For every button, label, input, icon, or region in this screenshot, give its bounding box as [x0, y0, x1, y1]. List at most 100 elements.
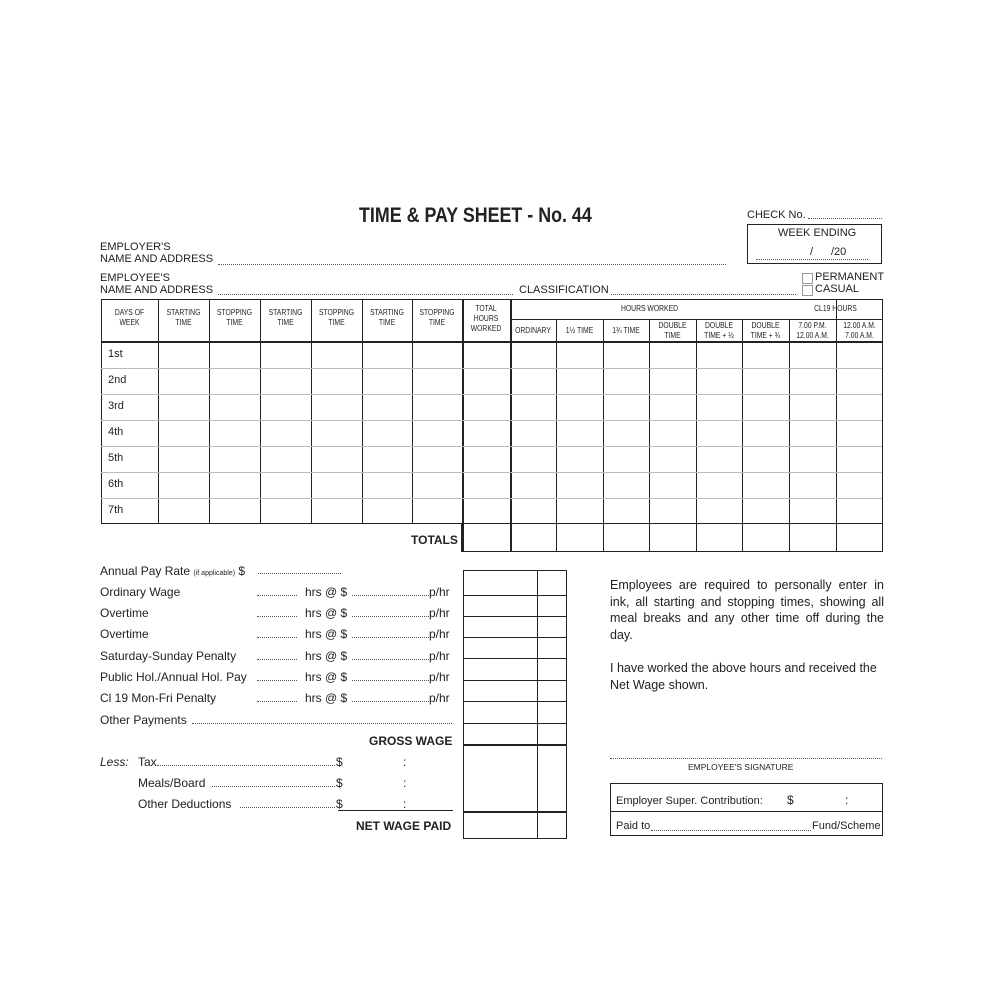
rate-field[interactable]: [352, 701, 429, 702]
hours-column-header: DOUBLE TIME: [658, 321, 687, 340]
check-no-field[interactable]: [808, 218, 882, 219]
date-slash: /: [810, 246, 814, 258]
rate-field[interactable]: [352, 658, 429, 660]
classification-field[interactable]: [611, 294, 796, 295]
day-label: 4th: [108, 426, 124, 438]
pay-line-label: Cl 19 Mon-Fri Penalty: [100, 691, 217, 705]
hrs-at-label: hrs @ $: [305, 627, 348, 642]
week-ending-label: WEEK ENDING: [778, 227, 857, 239]
paid-to-field[interactable]: [651, 830, 811, 831]
per-hour-label: p/hr: [429, 669, 450, 684]
employer-label: EMPLOYER'S NAME AND ADDRESS: [100, 241, 214, 265]
other-payments-field[interactable]: [192, 723, 452, 724]
casual-label: CASUAL: [815, 283, 860, 295]
pay-line-label: Ordinary Wage: [100, 585, 181, 599]
day-label: 6th: [108, 478, 124, 490]
hours-field[interactable]: [257, 616, 297, 618]
hours-column-header: ORDINARY: [515, 326, 551, 335]
hours-field[interactable]: [257, 658, 297, 660]
less-label: Less:: [100, 755, 129, 769]
signature-label: EMPLOYEE'S SIGNATURE: [688, 762, 794, 772]
deduction-field[interactable]: [157, 765, 335, 766]
pay-line-label: Overtime: [100, 606, 149, 621]
cl19-column-header: 7.00 P.M. 12.00 A.M.: [796, 321, 829, 340]
annual-pay-field[interactable]: [258, 573, 341, 574]
per-hour-label: p/hr: [429, 648, 450, 663]
hrs-at-label: hrs @ $: [305, 606, 348, 621]
header-bottom-line: [101, 341, 882, 343]
page-title: TIME & PAY SHEET - No. 44: [359, 204, 592, 227]
employer-field[interactable]: [218, 264, 726, 265]
hrs-at-label: hrs @ $: [305, 669, 348, 684]
column-header: STARTING TIME: [268, 308, 303, 327]
table-column-line: [649, 319, 650, 551]
amount-row-line: [463, 680, 566, 681]
table-column-line: [603, 319, 604, 551]
hours-field[interactable]: [257, 679, 297, 681]
rate-field[interactable]: [352, 637, 429, 639]
row-line: [101, 472, 882, 473]
hours-field[interactable]: [257, 701, 297, 702]
hours-field[interactable]: [257, 595, 297, 596]
amount-total-line: [463, 811, 566, 813]
super-label: Employer Super. Contribution:: [616, 795, 763, 807]
amount-row-line: [463, 616, 566, 617]
row-line: [101, 498, 882, 499]
table-column-line: [556, 319, 557, 551]
super-box: Employer Super. Contribution: $ : Paid t…: [610, 783, 883, 836]
super-colon: :: [845, 793, 849, 807]
row-line: [101, 420, 882, 421]
rate-field[interactable]: [352, 616, 429, 618]
deduction-field[interactable]: [212, 786, 335, 787]
deduction-label: Other Deductions: [138, 797, 232, 811]
casual-checkbox[interactable]: [802, 285, 813, 296]
hours-field[interactable]: [257, 637, 297, 639]
totals-row-box: [461, 523, 883, 552]
hours-column-header: DOUBLE TIME + ½: [704, 321, 734, 340]
week-ending-field[interactable]: [756, 259, 868, 260]
signature-field[interactable]: [610, 758, 882, 759]
pay-line-label: Overtime: [100, 627, 149, 642]
table-column-line: [836, 299, 837, 551]
column-header: DAYS OF WEEK: [114, 308, 145, 327]
per-hour-label: p/hr: [429, 585, 450, 599]
per-hour-label: p/hr: [429, 606, 450, 621]
table-column-line: [362, 299, 363, 523]
rate-field[interactable]: [352, 595, 429, 596]
classification-label: CLASSIFICATION: [519, 284, 609, 296]
cl19-header: CL19 HOURS: [814, 304, 857, 313]
deduction-field[interactable]: [240, 807, 335, 808]
subheader-line: [510, 319, 882, 320]
column-header: STARTING TIME: [370, 308, 404, 327]
table-column-line: [311, 299, 312, 523]
other-payments-label: Other Payments: [100, 713, 187, 727]
amount-total-line: [463, 744, 566, 746]
permanent-label: PERMANENT: [815, 271, 885, 283]
table-column-line: [158, 299, 159, 523]
table-column-line: [510, 299, 512, 551]
paid-to-label: Paid to: [616, 820, 651, 832]
pay-line-label: Public Hol./Annual Hol. Pay: [100, 669, 247, 684]
deductions-underline: [338, 810, 453, 811]
day-label: 2nd: [108, 374, 127, 386]
permanent-checkbox[interactable]: [802, 273, 813, 284]
table-column-line: [260, 299, 261, 523]
employee-field[interactable]: [218, 294, 513, 295]
deduction-label: Tax: [138, 755, 157, 769]
date-year: /20: [831, 246, 847, 258]
table-column-line: [462, 299, 464, 551]
amount-row-line: [463, 637, 566, 638]
gross-wage-label: GROSS WAGE: [369, 734, 453, 748]
table-column-line: [696, 319, 697, 551]
deduction-label: Meals/Board: [138, 776, 206, 790]
deduction-dollar: $: [336, 776, 343, 790]
annual-pay-label: Annual Pay Rate (if applicable) $: [100, 564, 246, 578]
column-header: TOTAL HOURS WORKED: [470, 304, 502, 333]
hrs-at-label: hrs @ $: [305, 691, 348, 705]
notice-text: Employees are required to personally ent…: [610, 578, 884, 642]
column-header: STARTING TIME: [166, 308, 201, 327]
rate-field[interactable]: [352, 679, 429, 681]
row-line: [101, 446, 882, 447]
hrs-at-label: hrs @ $: [305, 585, 348, 599]
